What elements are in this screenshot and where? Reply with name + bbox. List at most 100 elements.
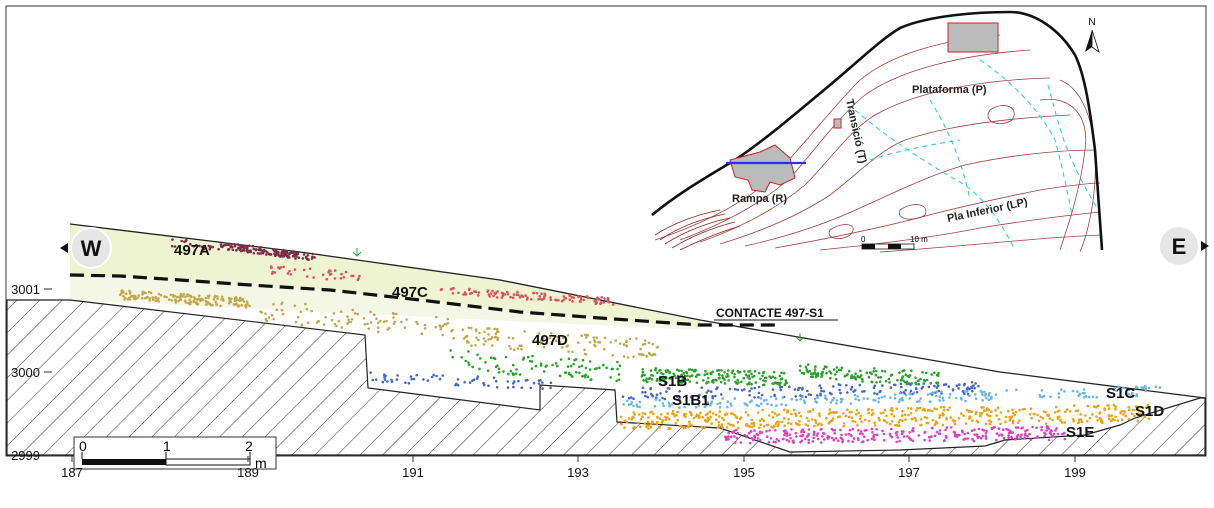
find-point: [471, 365, 475, 369]
find-point: [347, 321, 351, 324]
find-point: [984, 434, 988, 438]
find-point: [858, 417, 862, 421]
find-point: [522, 356, 526, 360]
find-point: [347, 318, 351, 322]
find-point: [175, 295, 179, 299]
find-point: [666, 412, 669, 415]
find-point: [1057, 392, 1061, 395]
find-point: [753, 369, 757, 373]
find-point: [1071, 389, 1075, 393]
find-point: [781, 396, 785, 399]
find-point: [571, 350, 574, 354]
find-point: [898, 439, 901, 443]
find-point: [635, 403, 638, 407]
find-point: [718, 410, 721, 413]
find-point: [809, 410, 812, 413]
find-point: [941, 423, 945, 427]
find-point: [598, 366, 601, 370]
find-point: [744, 411, 748, 414]
find-point: [627, 417, 631, 420]
find-point: [278, 267, 281, 270]
find-point: [849, 388, 853, 391]
find-point: [441, 374, 445, 377]
find-point: [177, 299, 180, 303]
find-point: [584, 366, 588, 370]
find-point: [712, 412, 715, 415]
find-point: [655, 423, 659, 426]
find-point: [1040, 389, 1044, 392]
find-point: [974, 382, 977, 385]
find-point: [188, 298, 191, 302]
find-point: [549, 381, 553, 385]
find-point: [660, 421, 664, 425]
find-point: [236, 243, 239, 246]
find-point: [911, 417, 914, 421]
find-point: [904, 418, 907, 421]
find-point: [215, 302, 218, 306]
x-tick-label: 191: [402, 465, 424, 480]
find-point: [755, 432, 759, 436]
find-point: [235, 249, 238, 252]
find-point: [409, 375, 413, 378]
find-point: [1059, 418, 1062, 422]
find-point: [729, 402, 732, 405]
find-point: [588, 360, 592, 363]
find-point: [854, 413, 858, 416]
find-point: [532, 381, 536, 385]
find-point: [244, 304, 247, 308]
find-point: [678, 390, 681, 393]
find-point: [283, 249, 287, 253]
find-point: [850, 385, 854, 389]
find-point: [583, 352, 587, 356]
find-point: [953, 435, 957, 438]
find-point: [760, 402, 763, 406]
find-point: [742, 376, 745, 380]
find-point: [863, 389, 866, 393]
find-point: [486, 327, 489, 330]
find-point: [545, 364, 548, 368]
find-point: [1053, 411, 1057, 414]
find-point: [903, 392, 906, 395]
find-point: [1047, 427, 1050, 431]
find-point: [671, 412, 674, 415]
find-point: [502, 370, 505, 373]
find-point: [804, 365, 808, 369]
find-point: [799, 414, 803, 418]
find-point: [757, 404, 760, 408]
find-point: [363, 323, 367, 326]
find-point: [736, 420, 740, 424]
east-label: E: [1172, 234, 1187, 259]
find-point: [900, 430, 904, 433]
find-point: [748, 389, 751, 393]
find-point: [677, 377, 680, 380]
find-point: [837, 383, 841, 386]
find-point: [822, 390, 826, 393]
find-point: [651, 394, 654, 397]
find-point: [241, 297, 244, 301]
find-point: [687, 425, 691, 428]
find-point: [780, 403, 783, 406]
find-point: [715, 413, 718, 417]
find-point: [1142, 386, 1145, 390]
find-point: [496, 337, 500, 340]
find-point: [916, 407, 920, 410]
find-point: [800, 429, 803, 433]
find-point: [811, 440, 815, 443]
find-point: [531, 354, 534, 358]
find-point: [1011, 408, 1014, 412]
find-point: [199, 299, 202, 303]
find-point: [1110, 419, 1113, 423]
find-point: [914, 419, 918, 422]
find-point: [813, 397, 817, 401]
find-point: [1037, 419, 1041, 423]
find-point: [629, 396, 633, 399]
find-point: [1040, 425, 1043, 429]
find-point: [478, 331, 481, 335]
find-point: [830, 436, 834, 440]
find-point: [906, 435, 909, 438]
find-point: [721, 426, 724, 430]
find-point: [715, 369, 719, 372]
find-point: [332, 312, 336, 315]
find-point: [854, 372, 857, 376]
find-point: [673, 374, 676, 378]
